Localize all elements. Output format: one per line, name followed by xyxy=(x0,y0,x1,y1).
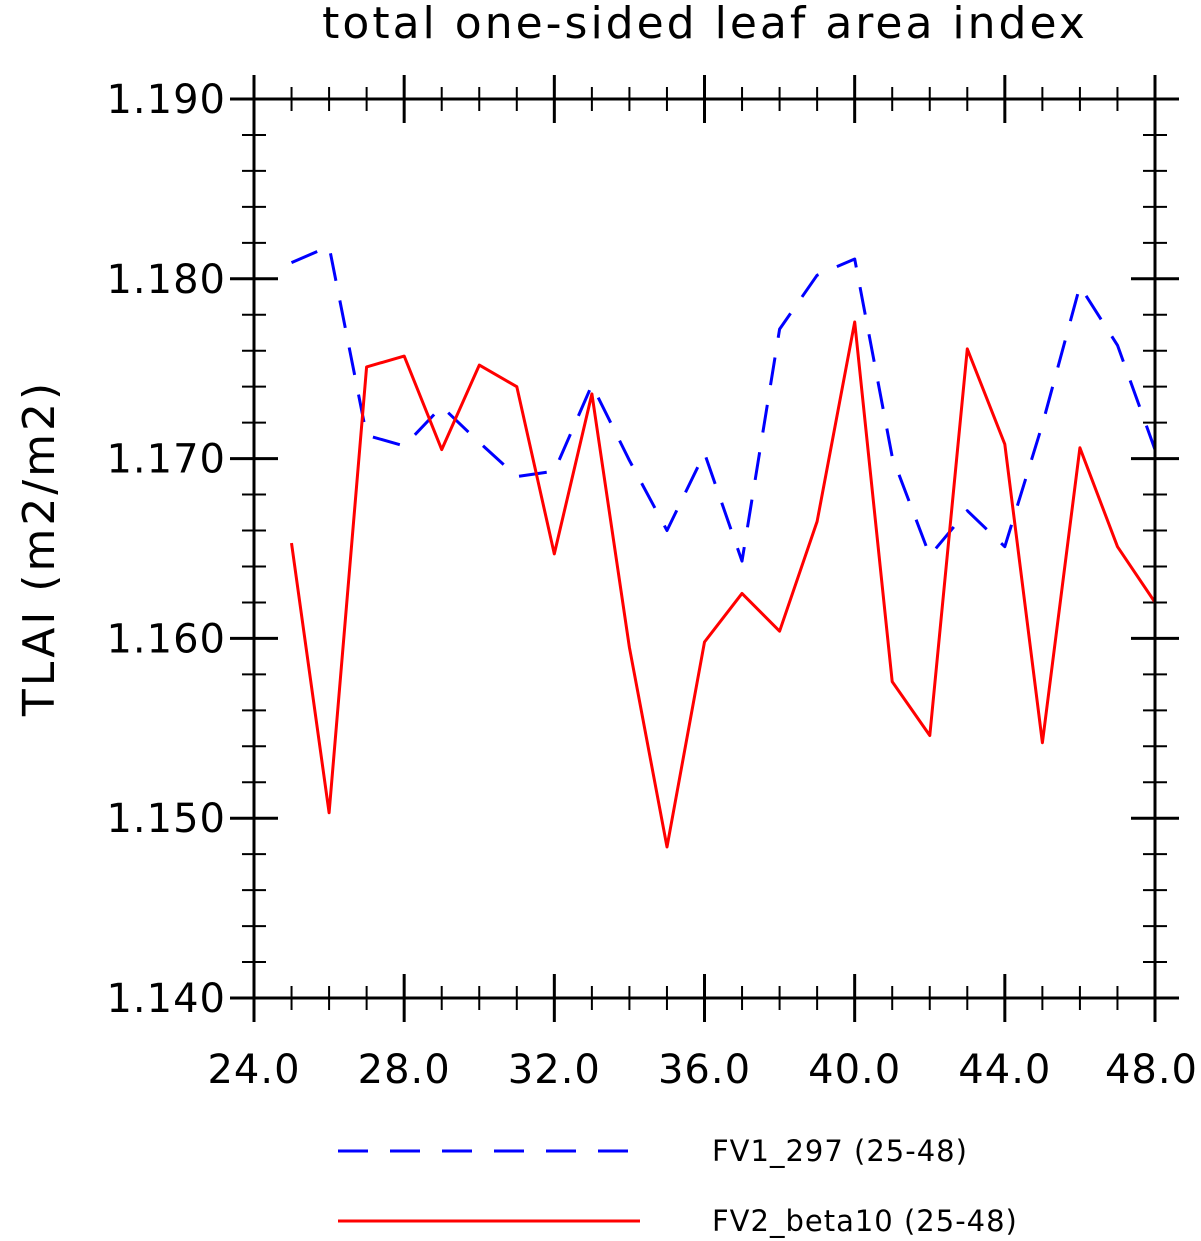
x-tick-label: 28.0 xyxy=(358,1047,451,1093)
series-line-2 xyxy=(290,320,1157,849)
y-axis-title: TLAI (m2/m2) xyxy=(14,380,65,717)
plot-frame xyxy=(252,97,1157,1000)
x-tick-label: 32.0 xyxy=(508,1047,601,1093)
series-line-1 xyxy=(290,244,1157,563)
axis-ticks xyxy=(230,75,1179,1022)
series-layer xyxy=(290,244,1157,849)
y-tick-label: 1.140 xyxy=(106,976,226,1022)
x-tick-label: 24.0 xyxy=(207,1047,300,1093)
y-tick-label: 1.160 xyxy=(106,616,226,662)
x-tick-label: 48.0 xyxy=(1105,1047,1198,1093)
legend: FV1_297 (25-48) FV2_beta10 (25-48) xyxy=(338,1134,1018,1238)
y-tick-label: 1.180 xyxy=(106,257,226,303)
y-tick-label: 1.170 xyxy=(106,437,226,483)
tick-labels: 1.140 1.150 1.160 1.170 1.180 1.190 24.0 28.0 32… xyxy=(106,77,1198,1093)
x-tick-label: 40.0 xyxy=(808,1047,901,1093)
legend-label-1: FV1_297 (25-48) xyxy=(712,1134,968,1168)
y-tick-label: 1.190 xyxy=(106,77,226,123)
y-tick-label: 1.150 xyxy=(106,796,226,842)
x-tick-label: 44.0 xyxy=(958,1047,1051,1093)
x-tick-label: 36.0 xyxy=(658,1047,751,1093)
legend-label-2: FV2_beta10 (25-48) xyxy=(712,1204,1018,1238)
chart-title: total one-sided leaf area index xyxy=(322,0,1088,49)
